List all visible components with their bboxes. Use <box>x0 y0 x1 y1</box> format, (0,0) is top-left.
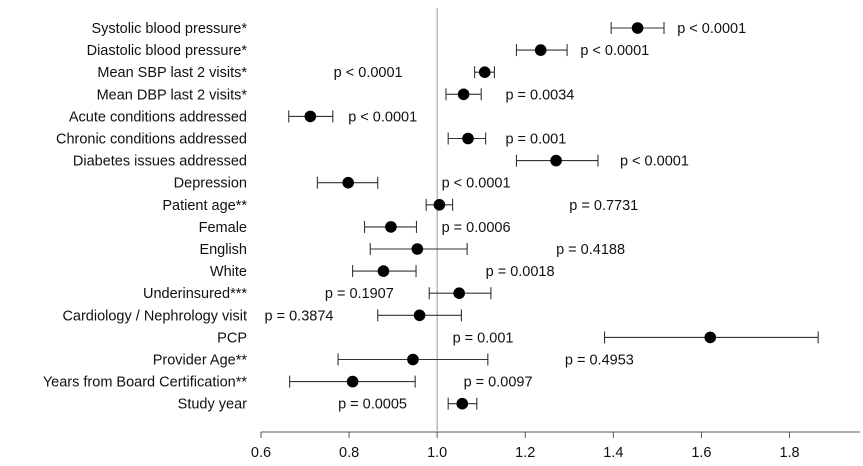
p-value-label: p < 0.0001 <box>677 21 746 37</box>
forest-marks <box>288 22 819 410</box>
p-value-label: p = 0.0018 <box>486 264 555 280</box>
row-label: Female <box>199 220 247 236</box>
point-estimate <box>704 331 717 344</box>
row-label: Chronic conditions addressed <box>56 132 247 148</box>
x-tick-label: 0.6 <box>251 445 271 461</box>
p-value-label: p = 0.7731 <box>569 198 638 214</box>
point-estimate <box>411 243 424 255</box>
x-tick-label: 1.4 <box>603 445 623 461</box>
row-label: Cardiology / Nephrology visit <box>62 308 247 324</box>
p-value-label: p = 0.0005 <box>338 397 407 413</box>
p-value-label: p = 0.001 <box>505 132 566 148</box>
point-estimate <box>342 176 355 189</box>
p-value-label: p = 0.1907 <box>325 286 394 302</box>
point-estimate <box>462 132 474 145</box>
row-label: Acute conditions addressed <box>69 109 247 125</box>
p-value-label: p = 0.4953 <box>565 353 634 369</box>
point-estimate <box>631 22 644 34</box>
p-value-label: p = 0.001 <box>453 330 514 346</box>
row-label: Depression <box>174 176 247 192</box>
row-label: Study year <box>178 397 247 413</box>
p-value-labels: p < 0.0001 p < 0.0001 p < 0.0001 p = 0.0034… <box>265 21 747 413</box>
row-labels: Systolic blood pressure* Diastolic blood … <box>43 21 248 413</box>
p-value-label: p < 0.0001 <box>348 109 417 125</box>
p-value-label: p = 0.0034 <box>505 87 574 103</box>
row-label: Provider Age** <box>153 353 248 369</box>
row-label: White <box>210 264 247 280</box>
row-label: Diabetes issues addressed <box>73 154 247 170</box>
p-value-label: p = 0.0006 <box>442 220 511 236</box>
row-label: Mean DBP last 2 visits* <box>97 87 248 103</box>
row-label: Diastolic blood pressure* <box>87 43 248 59</box>
point-estimate <box>550 154 562 167</box>
p-value-label: p = 0.3874 <box>265 308 334 324</box>
x-tick-label: 1.6 <box>691 445 711 461</box>
p-value-label: p < 0.0001 <box>442 176 511 192</box>
x-axis: 0.6 0.8 1.0 1.2 1.4 1.6 1.8 <box>251 431 860 461</box>
point-estimate <box>478 66 491 78</box>
p-value-label: p = 0.0097 <box>464 375 533 391</box>
point-estimate <box>453 287 465 300</box>
row-label: English <box>199 242 247 258</box>
point-estimate <box>456 397 469 410</box>
point-estimate <box>413 309 426 322</box>
p-value-label: p = 0.4188 <box>556 242 625 258</box>
point-estimate <box>457 88 470 101</box>
row-label: Mean SBP last 2 visits* <box>97 65 247 81</box>
row-label: Years from Board Certification** <box>43 375 248 391</box>
row-label: Patient age** <box>162 198 247 214</box>
p-value-label: p < 0.0001 <box>620 154 689 170</box>
point-estimate <box>304 110 317 123</box>
point-estimate <box>346 375 359 388</box>
p-value-label: p < 0.0001 <box>334 65 403 81</box>
x-tick-label: 1.2 <box>515 445 535 461</box>
row-label: Underinsured*** <box>143 286 247 302</box>
row-label: Systolic blood pressure* <box>91 21 247 37</box>
x-tick-label: 1.8 <box>779 445 799 461</box>
point-estimate <box>407 353 419 366</box>
x-tick-label: 0.8 <box>339 445 359 461</box>
point-estimate <box>377 265 390 277</box>
point-estimate <box>534 44 547 56</box>
point-estimate <box>385 221 397 233</box>
row-label: PCP <box>217 330 247 346</box>
point-estimate <box>433 199 446 211</box>
p-value-label: p < 0.0001 <box>580 43 649 59</box>
x-tick-label: 1.0 <box>427 445 447 461</box>
